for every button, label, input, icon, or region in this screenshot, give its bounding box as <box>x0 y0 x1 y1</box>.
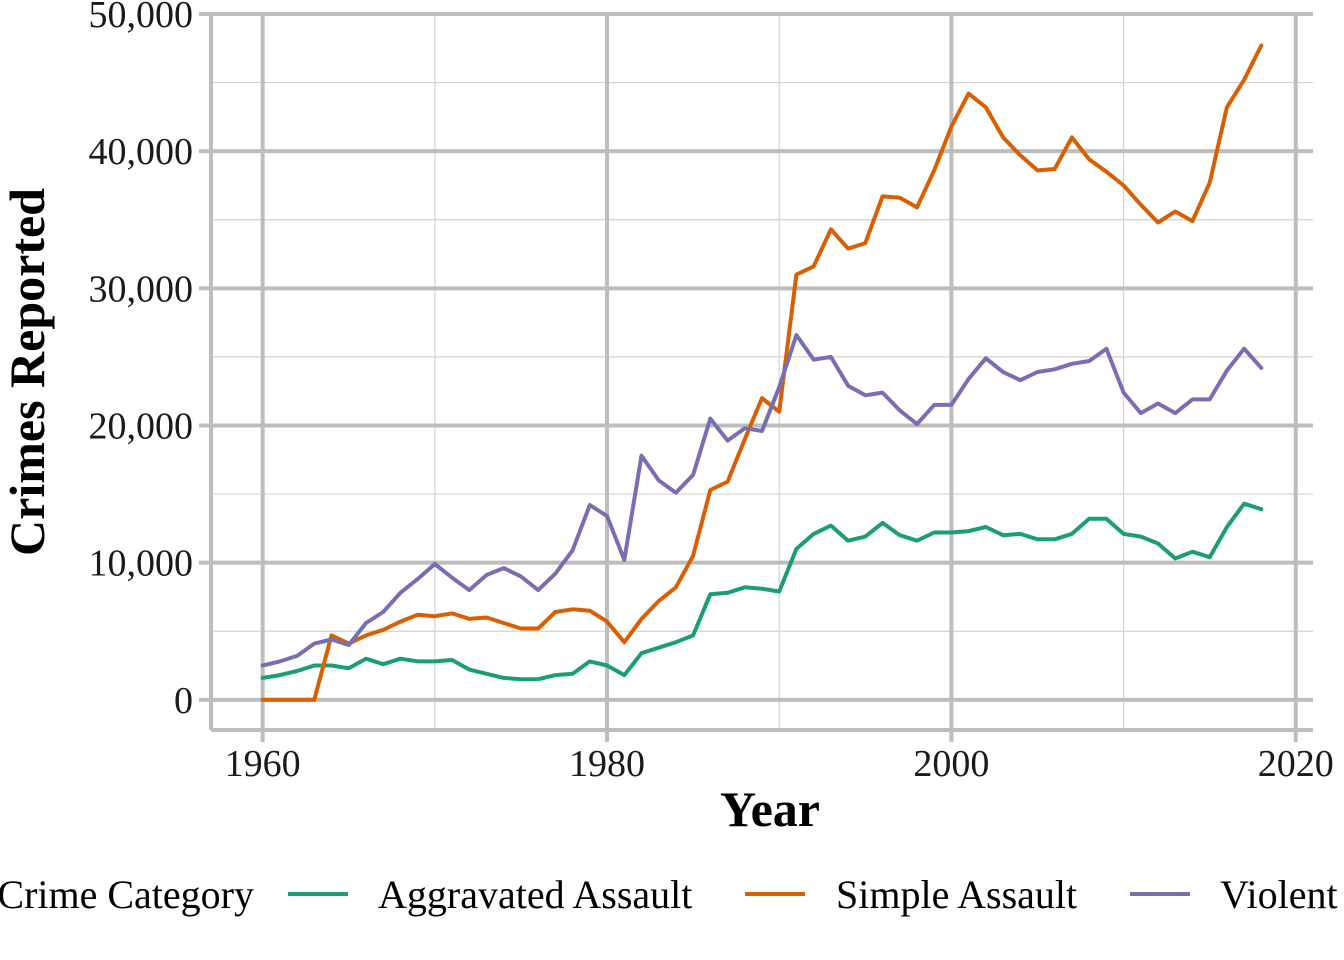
y-tick-label: 30,000 <box>89 268 194 310</box>
x-axis-tick-labels: 1960 1980 2000 2020 <box>225 743 1334 785</box>
series-lines <box>260 43 1264 702</box>
series-line-violent <box>260 333 1264 668</box>
legend-label-simple-assault: Simple Assault <box>836 872 1077 917</box>
x-tick-label: 2000 <box>913 743 989 785</box>
x-tick-label: 1980 <box>569 743 645 785</box>
y-tick-label: 20,000 <box>89 405 194 447</box>
y-tick-label: 50,000 <box>89 0 194 36</box>
x-axis-title: Year <box>720 781 820 837</box>
legend: Crime Category Aggravated Assault Simple … <box>0 872 1338 917</box>
axes <box>199 12 1313 742</box>
legend-title: Crime Category <box>0 872 254 917</box>
series-line-aggravated-assault <box>260 501 1264 682</box>
y-tick-label: 40,000 <box>89 131 194 173</box>
y-axis-tick-labels: 0 10,000 20,000 30,000 40,000 50,000 <box>89 0 194 722</box>
y-tick-label: 0 <box>174 680 193 722</box>
x-tick-label: 1960 <box>225 743 301 785</box>
series-line-simple-assault <box>260 43 1264 702</box>
legend-label-violent: Violent <box>1220 872 1338 917</box>
minor-gridlines <box>211 14 1313 730</box>
x-tick-label: 2020 <box>1258 743 1334 785</box>
y-axis-title: Crimes Reported <box>0 188 55 556</box>
legend-label-aggravated-assault: Aggravated Assault <box>378 872 692 917</box>
major-gridlines <box>211 12 1313 730</box>
y-tick-label: 10,000 <box>89 543 194 585</box>
